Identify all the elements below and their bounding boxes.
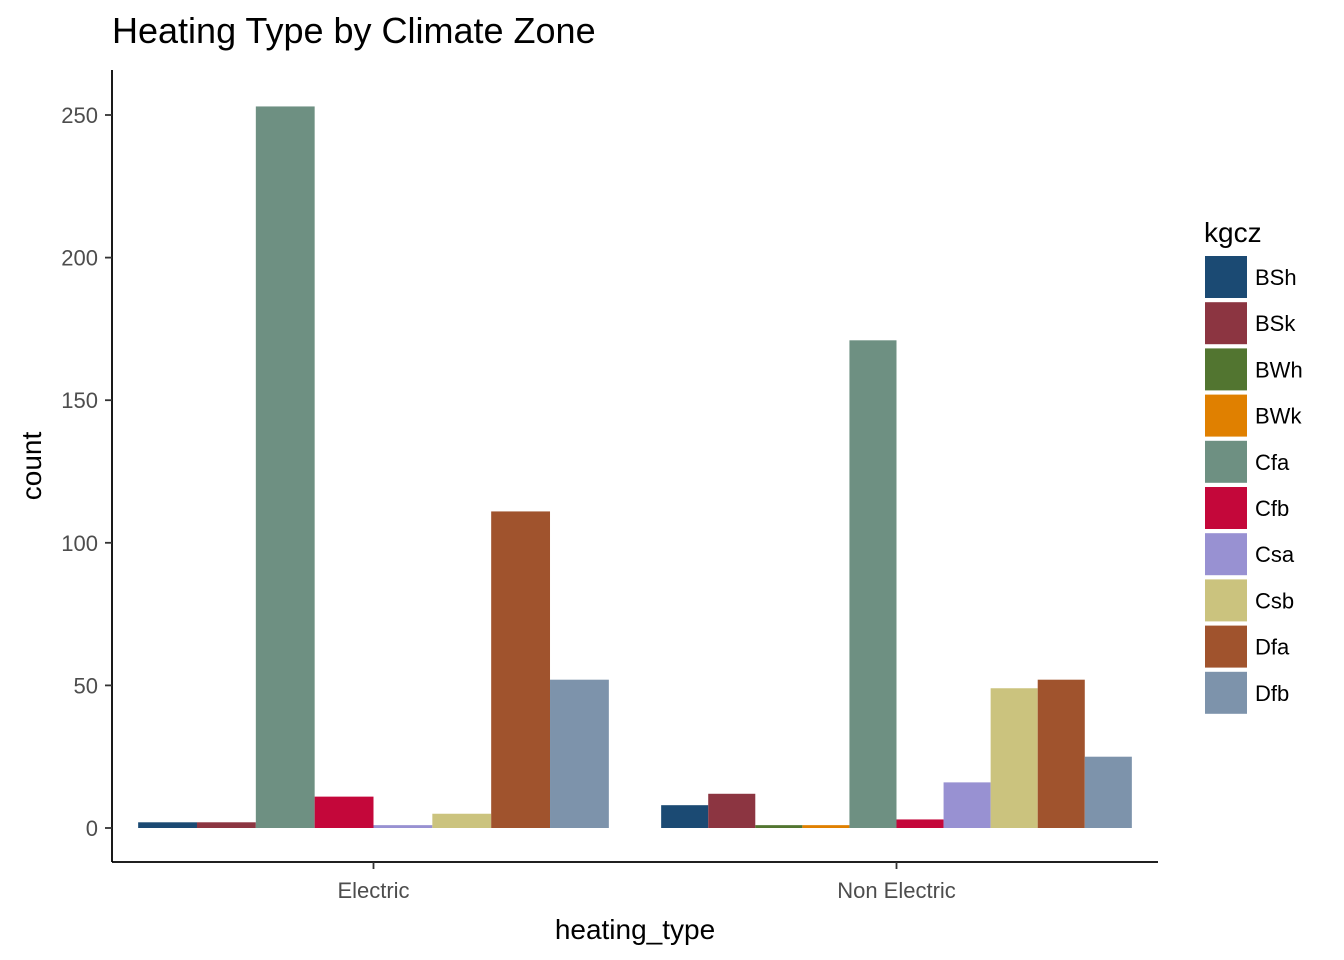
- legend-label-dfb: Dfb: [1255, 681, 1289, 706]
- bar-electric-dfb: [550, 679, 609, 828]
- legend-key-csb: [1205, 579, 1247, 622]
- bar-electric-bsh: [138, 822, 197, 828]
- bars-layer: [138, 106, 1132, 829]
- bar-non-electric-csb: [990, 688, 1038, 828]
- y-tick-label-250: 250: [61, 103, 98, 128]
- legend-label-bwk: BWk: [1255, 404, 1302, 429]
- bar-non-electric-bsk: [708, 793, 756, 828]
- x-tick-label-electric: Electric: [337, 878, 409, 903]
- legend-title: kgcz: [1204, 217, 1262, 248]
- legend-key-dfb: [1205, 671, 1247, 714]
- chart-title: Heating Type by Climate Zone: [112, 10, 596, 51]
- y-tick-label-200: 200: [61, 246, 98, 271]
- legend-key-bsh: [1205, 256, 1247, 298]
- legend-key-cfa: [1205, 440, 1247, 483]
- legend-label-cfa: Cfa: [1255, 450, 1290, 475]
- legend-label-csa: Csa: [1255, 542, 1295, 567]
- legend-key-dfa: [1205, 625, 1247, 668]
- legend-key-bsk: [1205, 302, 1247, 345]
- y-tick-label-0: 0: [86, 816, 98, 841]
- axes-layer: [111, 70, 1158, 863]
- legend: kgcz BSh BSk BWh BWk Cfa Cfb Csa Csb Dfa Dfb: [1204, 217, 1303, 714]
- y-tick-label-100: 100: [61, 531, 98, 556]
- legend-label-dfa: Dfa: [1255, 635, 1290, 660]
- legend-key-cfb: [1205, 487, 1247, 529]
- bar-electric-cfa: [255, 106, 315, 829]
- legend-key-csa: [1205, 533, 1247, 576]
- legend-label-csb: Csb: [1255, 588, 1294, 613]
- legend-label-bsk: BSk: [1255, 311, 1296, 336]
- bar-electric-cfb: [314, 796, 374, 828]
- x-axis-title: heating_type: [555, 914, 715, 945]
- y-axis-title: count: [16, 432, 47, 501]
- bar-non-electric-cfb: [896, 819, 944, 828]
- bar-non-electric-dfb: [1084, 756, 1132, 828]
- bar-non-electric-csa: [943, 782, 991, 828]
- bar-electric-csb: [432, 813, 492, 828]
- bar-non-electric-dfa: [1037, 679, 1085, 828]
- bar-electric-dfa: [491, 511, 551, 828]
- legend-label-cfb: Cfb: [1255, 496, 1289, 521]
- legend-key-bwh: [1205, 348, 1247, 391]
- legend-key-bwk: [1205, 394, 1247, 437]
- y-tick-label-50: 50: [74, 673, 98, 698]
- bar-non-electric-bwk: [802, 825, 850, 828]
- bar-electric-bsk: [196, 822, 256, 828]
- y-ticks: 0 50 100 150 200 250: [61, 103, 112, 841]
- x-tick-label-non-electric: Non Electric: [837, 878, 956, 903]
- bar-non-electric-bwh: [755, 825, 803, 828]
- y-tick-label-150: 150: [61, 388, 98, 413]
- bar-non-electric-cfa: [849, 340, 897, 828]
- legend-label-bsh: BSh: [1255, 265, 1297, 290]
- bar-electric-csa: [373, 825, 433, 828]
- bar-non-electric-bsh: [661, 805, 709, 828]
- x-ticks: Electric Non Electric: [337, 862, 956, 903]
- legend-label-bwh: BWh: [1255, 357, 1303, 382]
